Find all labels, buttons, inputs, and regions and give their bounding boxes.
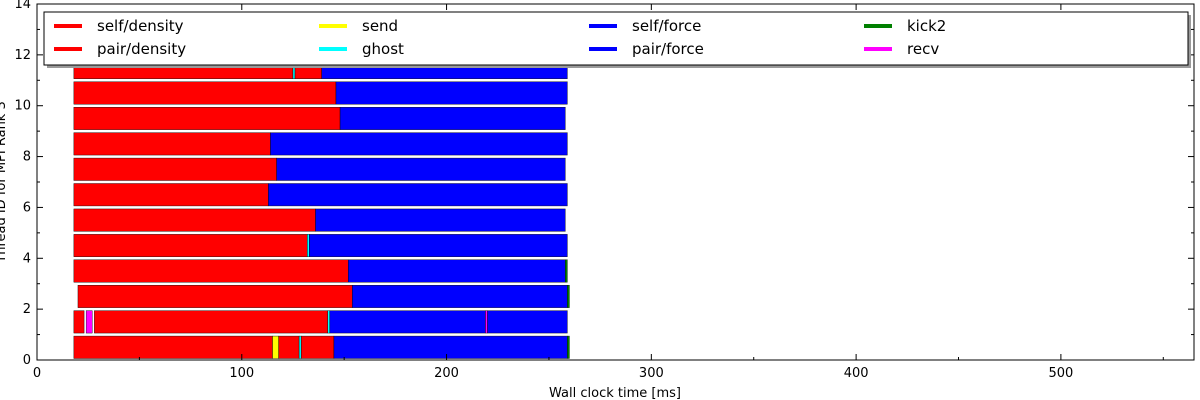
- task-bar-thread-5-force-1: [315, 208, 566, 232]
- task-bar-thread-1-density-2: [94, 310, 328, 334]
- task-bar-thread-7-density-0: [73, 157, 277, 181]
- task-bar-thread-0-density-4: [300, 335, 335, 359]
- task-bar-thread-1-recv-1: [85, 310, 93, 334]
- task-bar-thread-9-density-0: [73, 107, 341, 130]
- y-tick-label: 4: [23, 251, 31, 266]
- task-bar-thread-7-force-1: [276, 157, 566, 181]
- task-bar-thread-0-force-5: [333, 335, 568, 359]
- task-bar-thread-5-density-0: [73, 208, 316, 232]
- legend-label: pair/density: [97, 40, 186, 58]
- legend-label: self/density: [97, 17, 184, 35]
- task-bar-thread-3-kick2-2: [565, 259, 568, 283]
- task-bar-thread-4-density-0: [73, 234, 308, 257]
- task-bar-thread-3-density-0: [73, 259, 349, 283]
- task-bar-thread-0-kick2-6: [567, 335, 570, 359]
- y-axis-ticks: 0 2 4 6 8 10 12 14: [14, 0, 1194, 368]
- x-tick-label: 100: [229, 366, 254, 381]
- task-bar-thread-2-density-0: [77, 285, 353, 308]
- y-tick-label: 6: [23, 200, 31, 215]
- task-bar-thread-2-kick2-2: [567, 285, 570, 308]
- y-tick-label: 14: [14, 0, 31, 12]
- task-bar-thread-0-send-1: [272, 335, 279, 359]
- task-bar-thread-2-force-1: [352, 285, 568, 308]
- x-axis-ticks: 0 100 200 300 400 500: [33, 4, 1164, 381]
- x-tick-label: 500: [1048, 366, 1073, 381]
- legend-label: ghost: [362, 40, 404, 58]
- task-bar-thread-0-ghost-3: [298, 335, 302, 359]
- task-bar-thread-8-force-1: [270, 132, 568, 156]
- x-tick-label: 400: [844, 366, 869, 381]
- y-tick-label: 10: [14, 99, 31, 114]
- x-tick-label: 200: [434, 366, 459, 381]
- task-bar-thread-6-density-0: [73, 183, 269, 207]
- task-bar-thread-1-ghost-3: [327, 310, 331, 334]
- x-axis-label: Wall clock time [ms]: [549, 386, 681, 400]
- y-tick-label: 0: [23, 353, 31, 368]
- task-bar-thread-4-force-2: [309, 234, 568, 257]
- task-bar-thread-10-force-1: [335, 81, 568, 105]
- y-tick-label: 2: [23, 302, 31, 317]
- task-bar-thread-1-density-0: [73, 310, 85, 334]
- legend: self/density pair/density send ghost self/fo…: [43, 11, 1191, 68]
- task-bar-thread-1-recv-5: [485, 310, 488, 334]
- legend-box: [43, 11, 1189, 66]
- legend-items: self/density pair/density send ghost self/fo…: [54, 17, 946, 58]
- x-tick-label: 300: [639, 366, 664, 381]
- x-tick-label: 0: [33, 366, 41, 381]
- task-bar-thread-8-density-0: [73, 132, 271, 156]
- legend-label: pair/force: [632, 40, 704, 58]
- task-bar-thread-1-force-4: [329, 310, 486, 334]
- y-tick-label: 8: [23, 150, 31, 165]
- task-bar-thread-4-ghost-1: [307, 234, 310, 257]
- legend-label: kick2: [907, 17, 946, 35]
- task-bar-thread-9-force-1: [339, 107, 566, 130]
- task-bars: [73, 56, 570, 359]
- task-bar-thread-3-force-1: [348, 259, 566, 283]
- task-bar-thread-0-density-2: [278, 335, 300, 359]
- legend-label: recv: [907, 40, 939, 58]
- task-bar-thread-0-density-0: [73, 335, 273, 359]
- y-axis-label: Thread ID for MPI Rank 3: [0, 101, 9, 263]
- task-bar-thread-1-force-6: [487, 310, 568, 334]
- task-bar-thread-6-force-1: [268, 183, 568, 207]
- task-bar-thread-10-density-0: [73, 81, 337, 105]
- y-tick-label: 12: [14, 48, 31, 63]
- legend-label: send: [362, 17, 398, 35]
- legend-label: self/force: [632, 17, 701, 35]
